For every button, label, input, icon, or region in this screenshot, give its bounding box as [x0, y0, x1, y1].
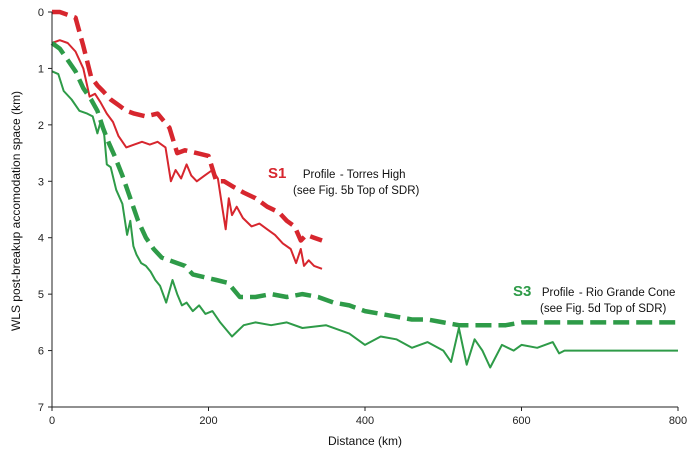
- s3-annotation: S3 Profile - Rio Grande Cone (see Fig. 5…: [513, 283, 675, 315]
- axes-layer: [51, 12, 678, 408]
- series-layer: [50, 9, 678, 369]
- s1-reference: (see Fig. 5b Top of SDR): [293, 185, 420, 197]
- series-line-2: [52, 9, 323, 243]
- x-tick-label: 400: [356, 415, 374, 427]
- s3-code: S3: [513, 283, 531, 300]
- s1-annotation: S1 Profile - Torres High (see Fig. 5b To…: [268, 165, 420, 197]
- y-tick-label: 5: [38, 289, 44, 301]
- y-tick-label: 3: [38, 176, 44, 188]
- y-tick-label: 7: [38, 402, 44, 414]
- x-axis-title: Distance (km): [328, 434, 402, 448]
- series-line-1: [51, 39, 323, 270]
- y-tick-label: 1: [38, 63, 44, 75]
- s3-profile-name: Rio Grande Cone: [586, 287, 676, 299]
- ticks-layer: 0 200 400 600 800 0 1 2 3 4 5 6 7: [38, 7, 687, 427]
- s1-dash: -: [340, 169, 347, 181]
- s1-code: S1: [268, 165, 286, 182]
- x-tick-label: 0: [49, 415, 55, 427]
- x-tick-label: 200: [199, 415, 217, 427]
- svg-text:S3 Profile -: S3 Profile - Rio Grande Cone: [513, 283, 675, 300]
- series-line-3: [51, 70, 678, 369]
- s1-profile-word: Profile: [303, 169, 336, 181]
- y-tick-label: 4: [38, 233, 44, 245]
- y-tick-label: 0: [38, 7, 44, 19]
- x-tick-label: 800: [669, 415, 687, 427]
- y-tick-label: 6: [38, 346, 44, 358]
- s3-profile-word: Profile: [542, 287, 575, 299]
- s3-dash: -: [579, 287, 586, 299]
- s1-profile-name: Torres High: [347, 169, 406, 181]
- x-tick-label: 600: [512, 415, 530, 427]
- y-axis-title: WLS post-breakup accomodation space (km): [9, 91, 23, 331]
- y-tick-label: 2: [38, 120, 44, 132]
- s3-reference: (see Fig. 5d Top of SDR): [540, 303, 667, 315]
- svg-text:S1 Profile -: S1 Profile - Torres High: [268, 165, 406, 182]
